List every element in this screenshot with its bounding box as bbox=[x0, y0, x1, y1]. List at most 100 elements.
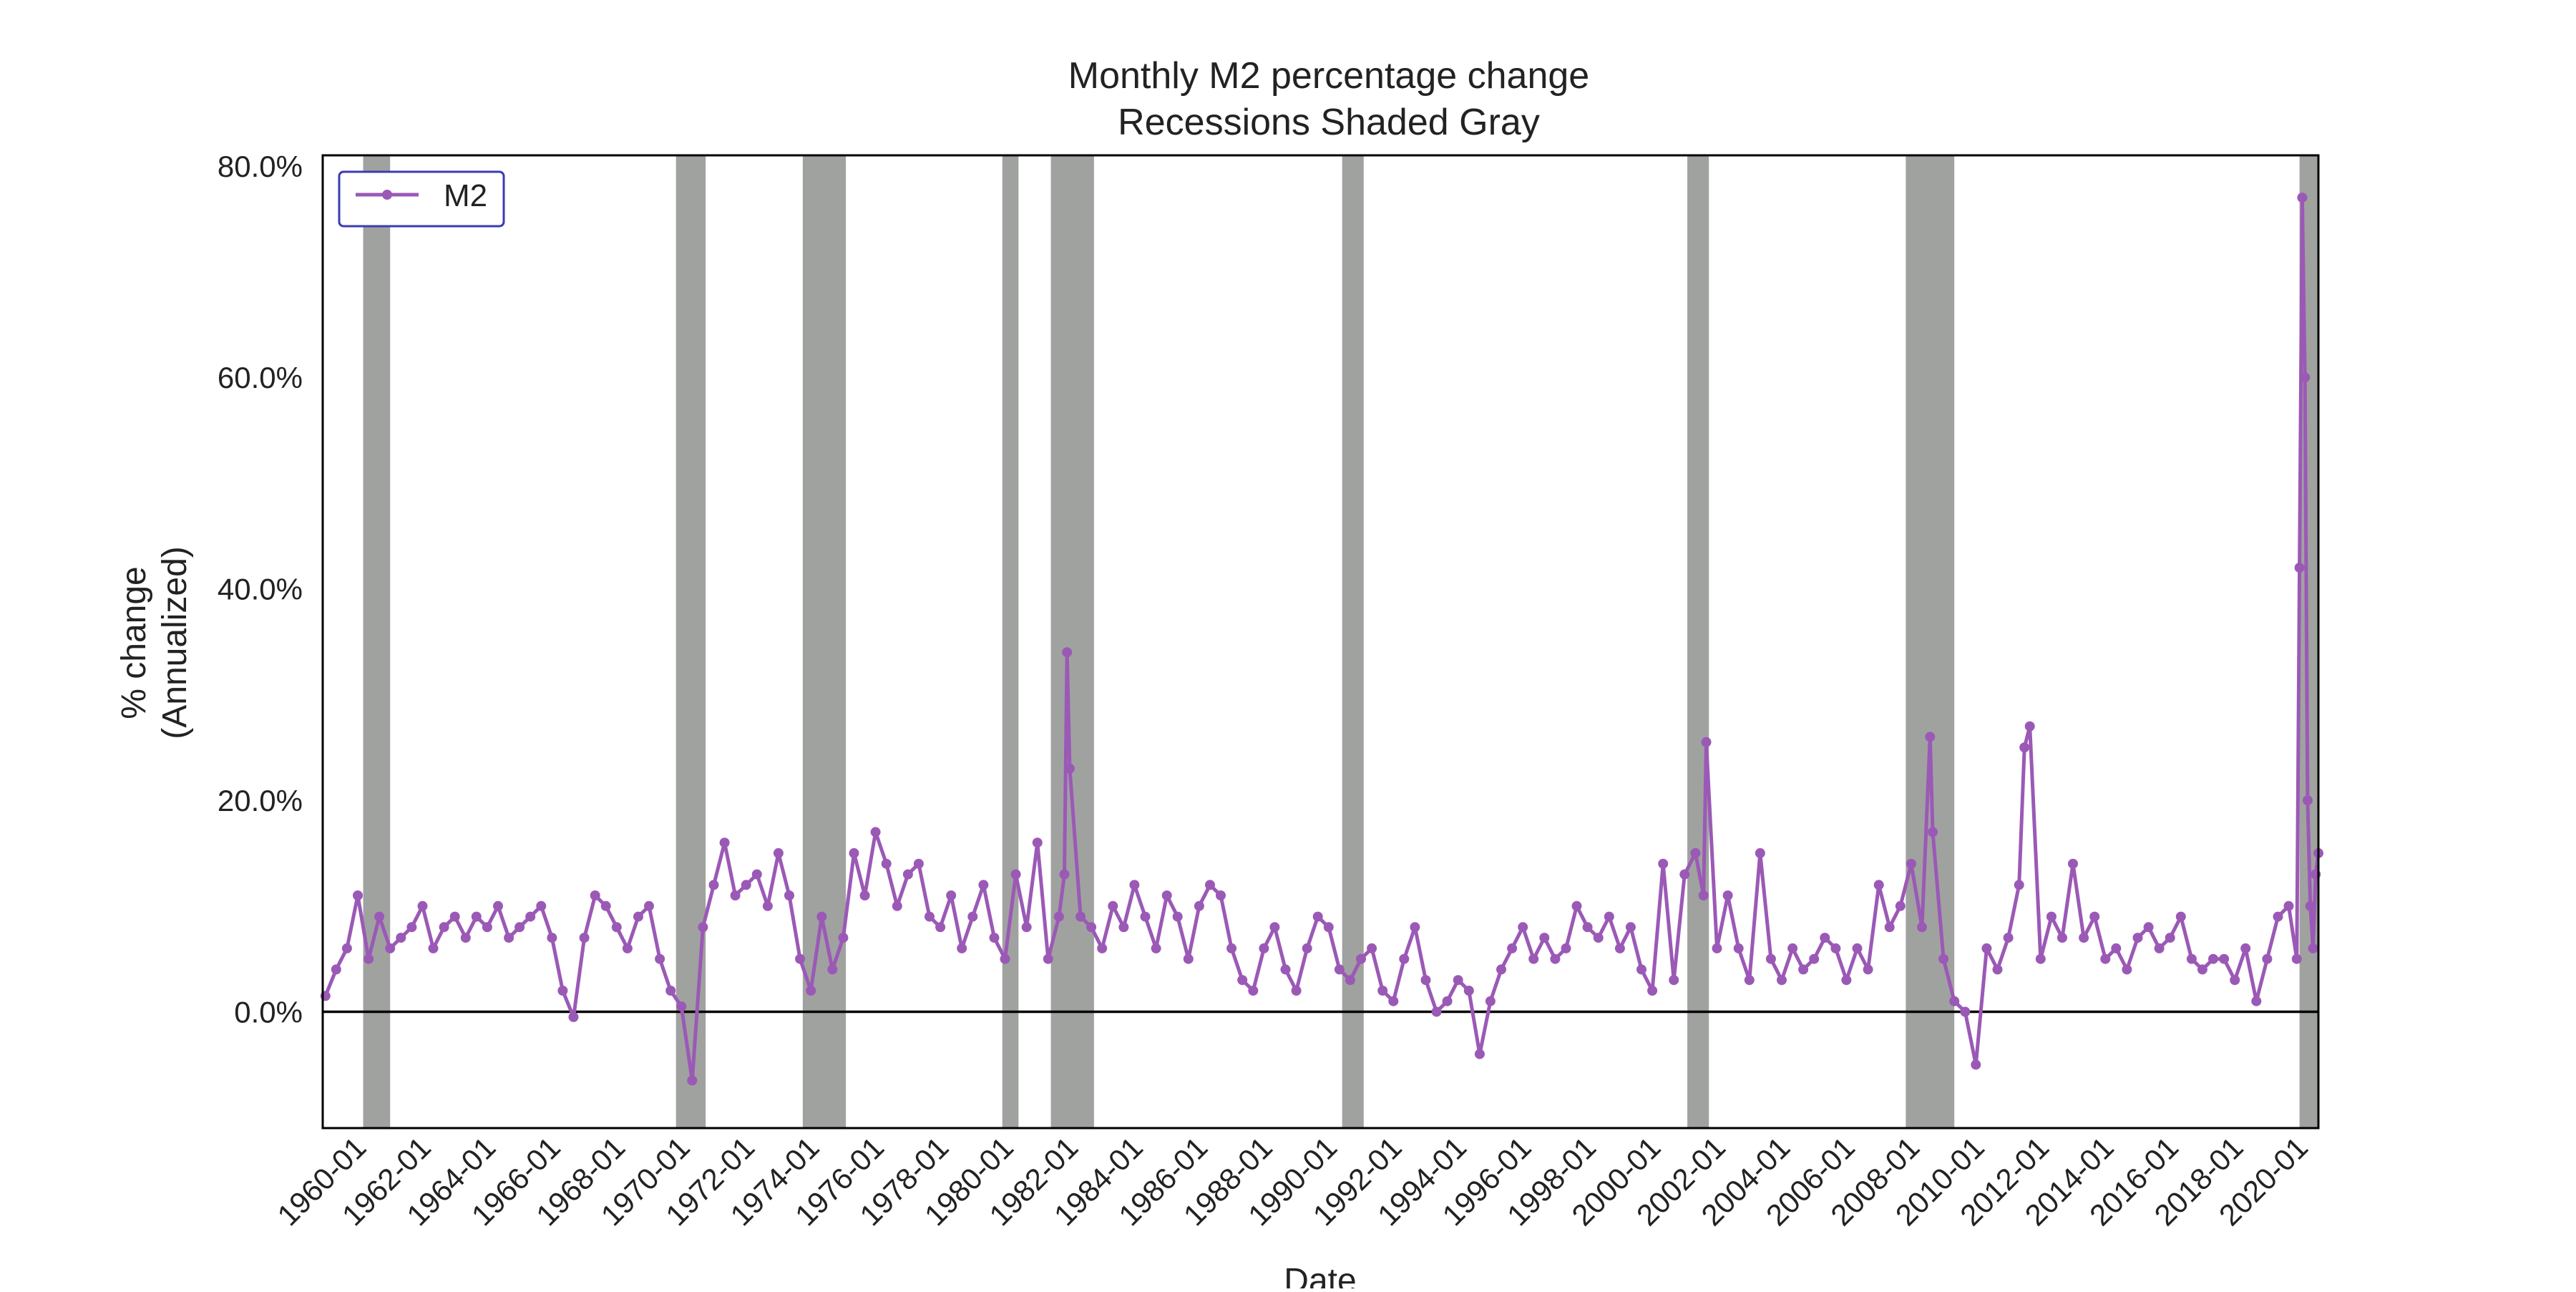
data-point bbox=[1312, 911, 1323, 922]
data-point bbox=[902, 869, 913, 880]
data-point bbox=[1593, 933, 1604, 943]
data-point bbox=[2208, 953, 2218, 964]
data-point bbox=[881, 858, 892, 869]
data-point bbox=[579, 933, 590, 943]
data-point bbox=[1873, 880, 1884, 890]
data-point bbox=[1302, 943, 1312, 953]
data-point bbox=[460, 933, 471, 943]
data-point bbox=[1863, 964, 1873, 975]
data-point bbox=[1043, 953, 1053, 964]
data-point bbox=[1226, 943, 1237, 953]
data-point bbox=[1539, 933, 1550, 943]
data-point bbox=[2291, 953, 2302, 964]
data-point bbox=[1388, 996, 1399, 1006]
data-point bbox=[924, 911, 935, 922]
data-point bbox=[396, 933, 406, 943]
data-point bbox=[892, 900, 902, 911]
data-point bbox=[514, 922, 525, 933]
data-point bbox=[2143, 922, 2154, 933]
data-point bbox=[2230, 975, 2240, 986]
data-point bbox=[1237, 975, 1248, 986]
legend-box bbox=[338, 170, 505, 228]
data-point bbox=[806, 986, 816, 996]
data-point bbox=[1669, 975, 1679, 986]
data-point bbox=[2297, 193, 2308, 203]
data-point bbox=[2308, 943, 2318, 953]
data-point bbox=[1291, 986, 1302, 996]
data-point bbox=[644, 900, 654, 911]
data-point bbox=[1151, 943, 1161, 953]
y-tick-label: 80.0% bbox=[218, 150, 303, 183]
data-point bbox=[1097, 943, 1108, 953]
data-point bbox=[2089, 911, 2100, 922]
recession-bands bbox=[363, 155, 2318, 1128]
data-point bbox=[1981, 943, 1992, 953]
data-point bbox=[341, 943, 352, 953]
data-point bbox=[1604, 911, 1614, 922]
data-point bbox=[1010, 869, 1021, 880]
data-point bbox=[913, 858, 924, 869]
data-point bbox=[2024, 721, 2035, 732]
data-point bbox=[1755, 847, 1765, 858]
data-point bbox=[957, 943, 967, 953]
data-point bbox=[1830, 943, 1841, 953]
data-point bbox=[827, 964, 838, 975]
data-point bbox=[364, 953, 374, 964]
legend-entry-m2: M2 bbox=[444, 178, 487, 213]
y-axis-title-line-2: (Annualized) bbox=[156, 546, 194, 739]
data-point bbox=[1733, 943, 1744, 953]
data-point bbox=[1698, 890, 1709, 900]
data-point bbox=[471, 911, 482, 922]
data-point bbox=[1021, 922, 1032, 933]
data-point bbox=[449, 911, 460, 922]
data-point bbox=[1269, 922, 1280, 933]
data-point bbox=[1420, 975, 1431, 986]
data-point bbox=[1625, 922, 1636, 933]
y-tick-label: 20.0% bbox=[218, 784, 303, 817]
data-point bbox=[1712, 943, 1722, 953]
data-point bbox=[1248, 986, 1259, 996]
data-point bbox=[1496, 964, 1506, 975]
data-point bbox=[1917, 922, 1927, 933]
data-point bbox=[1992, 964, 2003, 975]
data-point bbox=[1474, 1049, 1485, 1059]
data-point bbox=[2283, 900, 2294, 911]
data-point bbox=[978, 880, 989, 890]
legend: M2 bbox=[338, 170, 505, 228]
recession-band-8 bbox=[1906, 155, 1955, 1128]
data-point bbox=[1059, 869, 1070, 880]
legend-marker-swatch bbox=[382, 190, 392, 200]
data-point bbox=[611, 922, 622, 933]
data-point bbox=[504, 933, 514, 943]
data-point bbox=[2003, 933, 2014, 943]
data-point bbox=[1194, 900, 1204, 911]
recession-band-5 bbox=[1050, 155, 1094, 1128]
data-point bbox=[1216, 890, 1226, 900]
data-point bbox=[2197, 964, 2207, 975]
data-point bbox=[698, 922, 708, 933]
data-point bbox=[1895, 900, 1906, 911]
data-point bbox=[1367, 943, 1377, 953]
y-tick-label: 40.0% bbox=[218, 573, 303, 606]
data-point bbox=[2273, 911, 2283, 922]
data-point bbox=[557, 986, 568, 996]
data-point bbox=[547, 933, 557, 943]
data-point bbox=[1798, 964, 1809, 975]
data-point bbox=[676, 1001, 687, 1012]
data-point bbox=[1528, 953, 1539, 964]
data-point bbox=[493, 900, 503, 911]
data-point bbox=[1065, 763, 1075, 774]
data-point bbox=[1108, 900, 1118, 911]
data-point bbox=[773, 847, 784, 858]
data-point bbox=[1636, 964, 1646, 975]
data-point bbox=[2122, 964, 2132, 975]
data-point bbox=[2035, 953, 2046, 964]
data-point bbox=[385, 943, 396, 953]
data-point bbox=[1356, 953, 1366, 964]
data-point bbox=[1377, 986, 1388, 996]
data-point bbox=[1086, 922, 1097, 933]
recession-band-6 bbox=[1342, 155, 1364, 1128]
data-point bbox=[2019, 742, 2030, 753]
